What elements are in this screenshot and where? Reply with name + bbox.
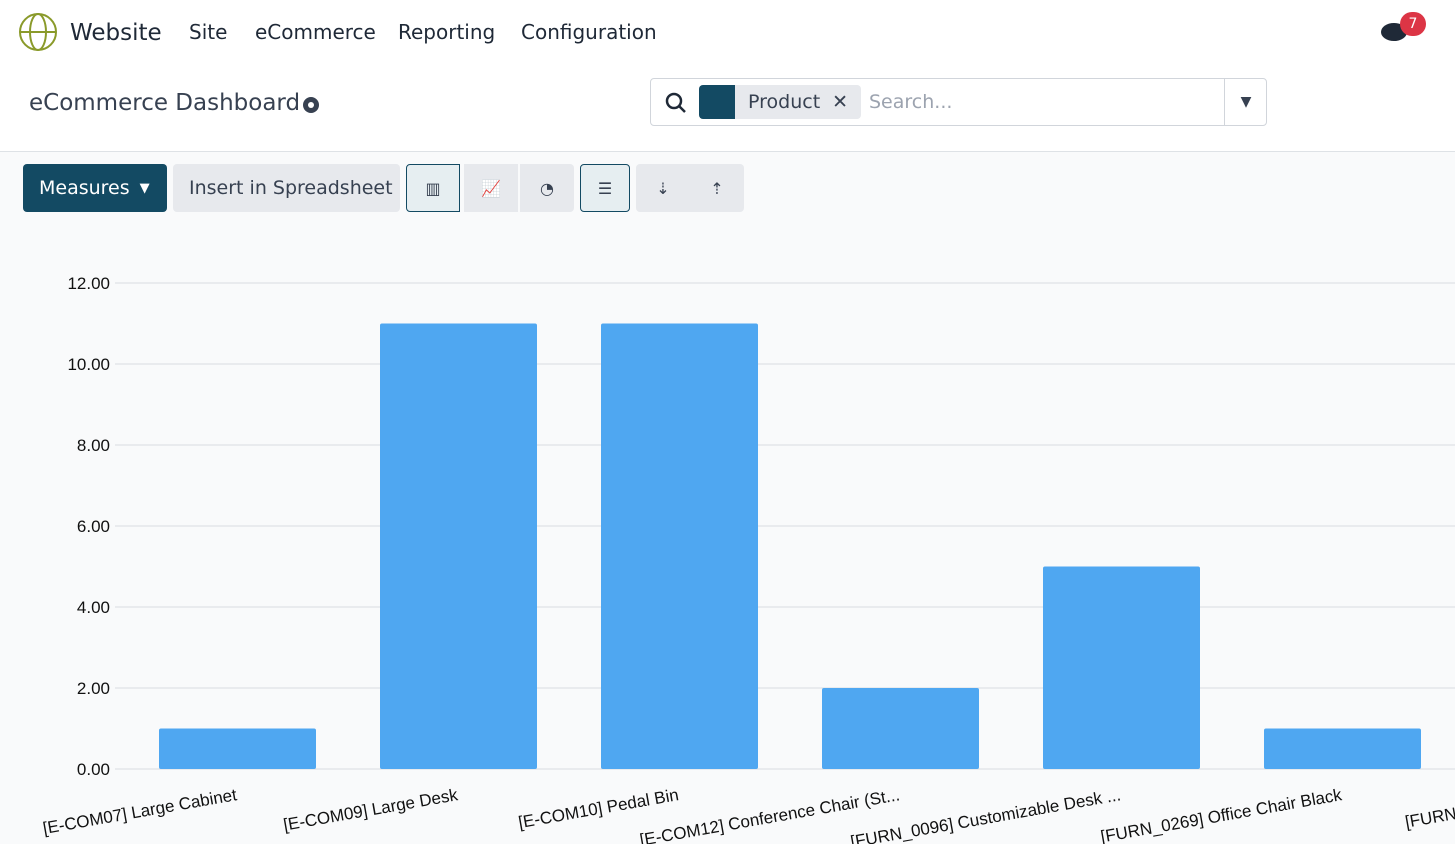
search-input[interactable]: Search... <box>869 91 953 113</box>
bar <box>159 728 316 769</box>
y-tick-label: 10.00 <box>67 355 110 374</box>
bar <box>1264 728 1421 769</box>
sort-asc-button[interactable]: ⇡ <box>690 164 744 212</box>
line-chart-button[interactable]: 📈 <box>464 164 518 212</box>
x-tick-label: [E-COM09] Large Desk <box>282 785 460 834</box>
page-title: eCommerce Dashboard <box>29 90 301 116</box>
y-tick-label: 4.00 <box>77 598 110 617</box>
sort-desc-button[interactable]: ⇣ <box>636 164 690 212</box>
measures-button[interactable]: Measures ▼ <box>23 164 167 212</box>
y-tick-label: 8.00 <box>77 436 110 455</box>
search-toggle[interactable]: ▼ <box>1224 79 1267 125</box>
x-tick-label: [FURN_0269] Office Chair Black <box>1099 785 1343 844</box>
menu-item[interactable]: eCommerce <box>255 20 376 44</box>
app-name[interactable]: Website <box>70 20 162 46</box>
bar <box>822 688 979 769</box>
gear-icon[interactable] <box>300 94 322 116</box>
y-tick-label: 0.00 <box>77 760 110 779</box>
y-tick-label: 2.00 <box>77 679 110 698</box>
x-tick-label: [E-COM10] Pedal Bin <box>517 785 680 832</box>
insert-button[interactable]: Insert in Spreadsheet <box>173 164 400 212</box>
search-bar[interactable]: Product ✕ Search... ▼ <box>650 78 1267 126</box>
pie-chart-button[interactable]: ◔ <box>520 164 574 212</box>
x-tick-label: [E-COM07] Large Cabinet <box>41 785 238 838</box>
notification-badge: 7 <box>1400 12 1426 36</box>
menu-item[interactable]: Reporting <box>398 20 496 44</box>
menu-item[interactable]: Site <box>189 20 228 44</box>
x-tick-label: [FURN_6667] Acoust <box>1404 785 1455 831</box>
facet: Product ✕ <box>735 85 861 119</box>
stacked-button[interactable]: ☰ <box>580 164 630 212</box>
facet-label: Product <box>748 91 821 113</box>
bar-chart-button[interactable]: ▥ <box>406 164 460 212</box>
bar <box>1043 566 1200 769</box>
bar <box>380 323 537 769</box>
menu-item[interactable]: Configuration <box>521 20 657 44</box>
search-icon <box>665 92 686 113</box>
header: Website Site eCommerce Reporting Configu… <box>0 0 1455 152</box>
facet-remove[interactable]: ✕ <box>832 91 849 113</box>
measures-label: Measures <box>39 177 130 199</box>
bar <box>601 323 758 769</box>
facet-icon <box>699 85 735 119</box>
y-tick-label: 6.00 <box>77 517 110 536</box>
y-tick-label: 12.00 <box>67 274 110 293</box>
app-logo <box>19 13 57 51</box>
